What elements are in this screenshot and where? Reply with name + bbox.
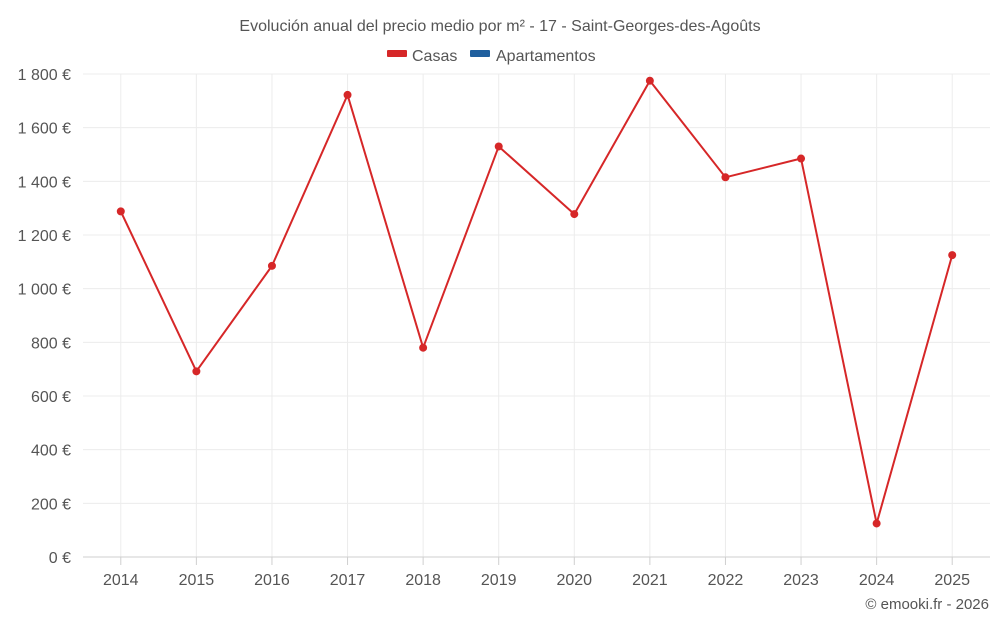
legend-label-casas[interactable]: Casas <box>412 48 457 65</box>
legend-swatch-casas[interactable] <box>387 50 407 57</box>
data-point[interactable] <box>192 367 201 376</box>
data-point[interactable] <box>494 142 503 151</box>
data-point[interactable] <box>645 76 654 85</box>
series-layer <box>116 76 957 528</box>
data-point[interactable] <box>419 343 428 352</box>
data-point[interactable] <box>721 173 730 182</box>
x-tick-label: 2023 <box>783 572 819 589</box>
x-tick-label: 2016 <box>254 572 290 589</box>
data-point[interactable] <box>116 207 125 216</box>
y-tick-label: 200 € <box>31 496 71 513</box>
x-tick-label: 2020 <box>556 572 592 589</box>
y-tick-label: 1 000 € <box>18 282 71 299</box>
y-tick-label: 1 400 € <box>18 174 71 191</box>
legend: Casas Apartamentos <box>387 48 596 65</box>
legend-swatch-apartamentos[interactable] <box>470 50 490 57</box>
data-point[interactable] <box>267 261 276 270</box>
x-tick-label: 2019 <box>481 572 517 589</box>
y-tick-label: 1 600 € <box>18 121 71 138</box>
x-tick-label: 2014 <box>103 572 139 589</box>
y-tick-label: 0 € <box>49 550 71 567</box>
x-tick-label: 2018 <box>405 572 441 589</box>
y-tick-label: 1 200 € <box>18 228 71 245</box>
x-tick-label: 2015 <box>179 572 215 589</box>
data-point[interactable] <box>872 519 881 528</box>
grid <box>83 73 990 558</box>
y-tick-label: 800 € <box>31 335 71 352</box>
credit-text: © emooki.fr - 2026 <box>865 596 989 613</box>
y-tick-label: 1 800 € <box>18 67 71 84</box>
chart-title: Evolución anual del precio medio por m² … <box>239 18 760 35</box>
series-line-casas <box>119 79 954 525</box>
y-tick-label: 600 € <box>31 389 71 406</box>
axes: 0 € 200 € 400 € 600 € 800 € 1 000 € 1 200 € 1 4… <box>18 67 990 589</box>
x-tick-label: 2025 <box>934 572 970 589</box>
y-tick-label: 400 € <box>31 443 71 460</box>
data-point[interactable] <box>343 90 352 99</box>
data-point[interactable] <box>948 251 957 260</box>
x-tick-label: 2022 <box>708 572 744 589</box>
x-tick-label: 2021 <box>632 572 668 589</box>
data-point[interactable] <box>570 210 579 219</box>
data-point[interactable] <box>797 154 806 163</box>
x-tick-label: 2017 <box>330 572 366 589</box>
x-tick-label: 2024 <box>859 572 895 589</box>
legend-label-apartamentos[interactable]: Apartamentos <box>496 48 596 65</box>
